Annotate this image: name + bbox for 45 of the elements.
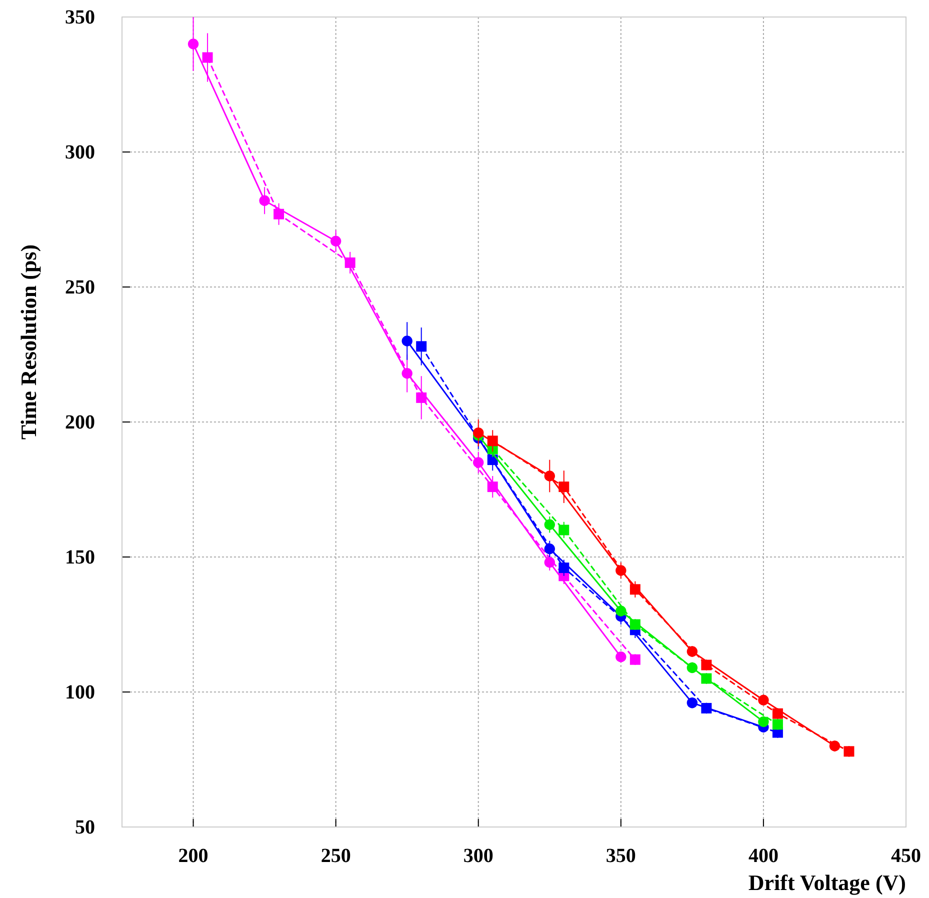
point [416,392,427,403]
point [558,524,570,536]
x-tick-label: 300 [463,845,494,867]
y-tick-label: 200 [65,411,95,434]
point [701,673,712,684]
y-tick-label: 150 [65,546,95,568]
point [473,427,484,438]
point [616,606,626,616]
point [772,719,783,730]
point [202,52,213,63]
y-tick-label: 350 [65,6,95,28]
point [188,38,199,50]
point [487,436,498,446]
y-tick-label: 100 [65,681,95,704]
y-tick-label: 300 [65,141,95,164]
y-tick-label: 250 [65,276,95,298]
point [630,654,640,665]
point [630,619,640,630]
x-tick-label: 350 [606,845,636,867]
point [544,519,555,530]
point [558,562,570,574]
x-axis-title: Drift Voltage (V) [748,870,906,895]
x-tick-label: 200 [178,845,208,867]
point [686,697,698,708]
point [630,584,640,595]
point [758,716,769,728]
x-tick-label: 250 [320,845,351,867]
point [274,208,284,220]
point [344,257,356,268]
point [558,482,570,492]
point [416,341,427,352]
y-tick-label: 50 [75,816,95,838]
point [330,236,342,246]
x-tick-label: 400 [748,845,778,867]
point [772,708,783,719]
point [487,482,498,492]
point [844,746,854,757]
point [616,652,626,662]
point [259,195,270,206]
x-tick-label: 450 [891,845,921,867]
point [473,457,484,468]
point [402,336,412,346]
point [701,702,712,714]
y-axis-title: Time Resolution (ps) [16,244,41,440]
point [701,660,712,670]
